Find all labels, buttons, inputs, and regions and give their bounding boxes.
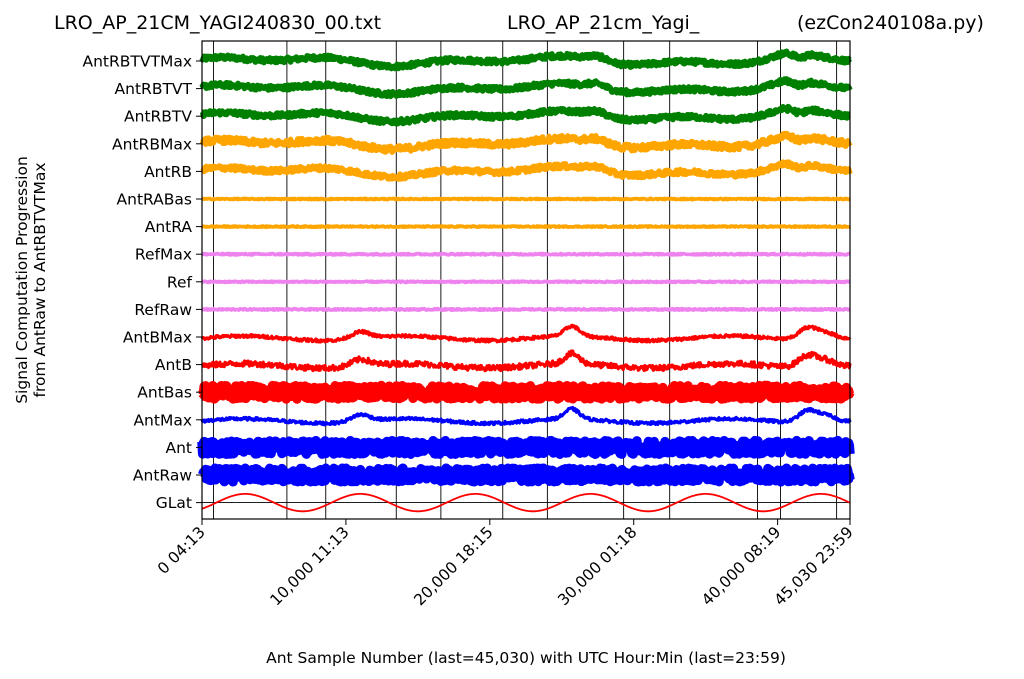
y-axis-label-line-1: Signal Computation Progression [13,156,31,404]
series-line-AntRBTVT [199,76,853,100]
series-line-Ant [197,435,855,459]
y-tick-label-AntRBMax: AntRBMax [112,135,192,153]
y-tick-label-AntRBTV: AntRBTV [124,108,192,126]
y-tick-label-Ant: Ant [165,439,192,457]
x-ticks: 0 04:13 10,000 11:13 20,000 18:15 30,000 01… [154,519,857,609]
x-axis-label: Ant Sample Number (last=45,030) with UTC… [266,649,786,667]
title-right: (ezCon240108a.py) [797,12,984,34]
series-line-AntRABas [200,196,852,202]
series-line-AntRA [200,224,852,229]
series-line-AntMax [200,405,852,427]
series-line-AntRBTV [199,103,853,127]
y-axis-label-line-2: from AntRaw to AntRBTVTMax [31,162,49,397]
series-line-AntB [201,349,852,373]
y-tick-label-AntRaw: AntRaw [133,467,192,485]
y-tick-label-AntB: AntB [155,356,192,374]
series-line-AntBMax [200,323,852,344]
x-tick-label-2: 20,000 18:15 [410,523,496,609]
y-tick-label-AntRABas: AntRABas [117,191,192,209]
y-tick-label-RefRaw: RefRaw [134,301,192,319]
series-line-RefMax [200,251,852,257]
y-tick-label-AntBMax: AntBMax [123,329,192,347]
y-tick-label-GLat: GLat [156,494,192,512]
plot-frame [201,40,851,520]
y-ticks: AntRBTVTMax AntRBTVT AntRBTV AntRBMax AntRB A… [83,53,202,512]
x-tick-label-0: 0 04:13 [154,523,209,578]
y-tick-label-AntRB: AntRB [144,163,192,181]
series-line-AntRB [199,159,853,182]
x-tick-label-1: 10,000 11:13 [267,523,353,609]
series-line-AntBas [197,380,855,404]
y-tick-label-Ref: Ref [167,273,193,291]
y-tick-label-AntRBTVTMax: AntRBTVTMax [83,53,193,71]
series-line-AntRBMax [199,130,853,155]
series-line-Ref [200,279,852,285]
x-tick-label-3: 30,000 01:18 [554,523,640,609]
series-line-RefRaw [200,306,852,312]
y-tick-label-RefMax: RefMax [135,246,192,264]
y-tick-label-AntMax: AntMax [133,411,192,429]
y-tick-label-AntRBTVT: AntRBTVT [115,80,193,98]
y-tick-label-AntRA: AntRA [145,218,193,236]
series-line-GLat [201,492,851,513]
series-line-AntRBTVTMax [199,48,853,72]
title-left: LRO_AP_21CM_YAGI240830_00.txt [54,12,381,34]
y-tick-label-AntBas: AntBas [137,384,192,402]
title-center: LRO_AP_21cm_Yagi_ [507,12,700,34]
series-line-AntRaw [197,463,855,487]
series-lines [197,48,855,513]
